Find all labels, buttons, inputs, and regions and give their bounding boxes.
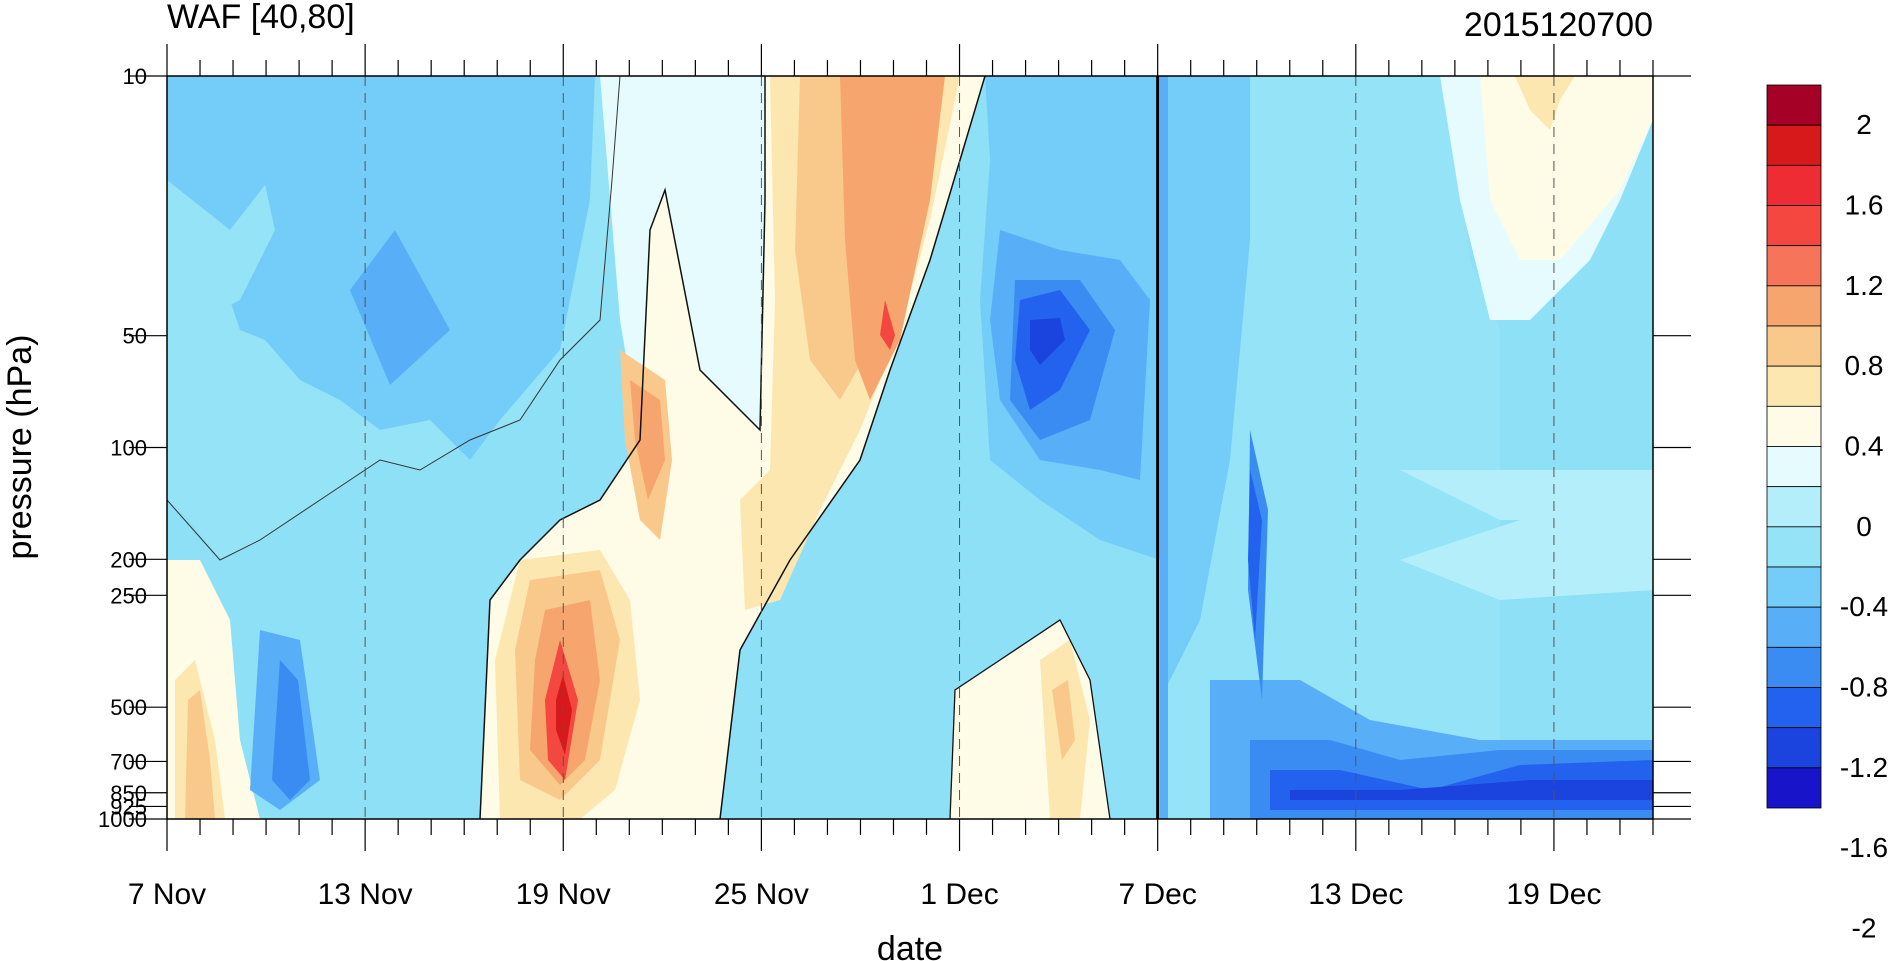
colorbar-label: 1.6 bbox=[1845, 190, 1884, 221]
colorbar-swatch bbox=[1766, 245, 1822, 287]
colorbar-swatch bbox=[1766, 285, 1822, 327]
y-tick-label: 10 bbox=[123, 64, 147, 89]
y-tick-label: 500 bbox=[110, 695, 147, 720]
chart-title-right: 2015120700 bbox=[1464, 6, 1653, 44]
colorbar-label: -1.2 bbox=[1840, 752, 1888, 783]
y-axis-label: pressure (hPa) bbox=[1, 335, 39, 560]
colorbar-swatch bbox=[1766, 164, 1822, 206]
x-tick-label: 25 Nov bbox=[714, 878, 809, 911]
colorbar-swatch bbox=[1766, 727, 1822, 769]
colorbar-swatch bbox=[1766, 687, 1822, 729]
y-tick-label: 50 bbox=[123, 324, 147, 349]
x-axis-label: date bbox=[877, 930, 943, 961]
colorbar-label: 1.2 bbox=[1845, 270, 1884, 301]
colorbar-swatch bbox=[1766, 124, 1822, 166]
colorbar-swatch bbox=[1766, 566, 1822, 608]
colorbar-label: -1.6 bbox=[1840, 832, 1888, 863]
colorbar-label: -2 bbox=[1852, 913, 1877, 944]
colorbar-swatch bbox=[1766, 205, 1822, 247]
colorbar-label: 0 bbox=[1856, 511, 1872, 542]
y-tick-label: 925 bbox=[110, 794, 147, 819]
colorbar-label: -0.8 bbox=[1840, 672, 1888, 703]
colorbar-label: 0.4 bbox=[1845, 431, 1884, 462]
x-axis: 7 Nov 13 Nov 19 Nov 25 Nov 1 Dec 7 Dec 13 Dec 1… bbox=[128, 44, 1654, 911]
colorbar-swatch bbox=[1766, 767, 1822, 809]
chart-title-left: WAF [40,80] bbox=[167, 0, 355, 36]
colorbar-swatch bbox=[1766, 405, 1822, 447]
colorbar-label: -0.4 bbox=[1840, 591, 1888, 622]
y-tick-label: 1000 bbox=[98, 807, 147, 832]
colorbar-swatch bbox=[1766, 84, 1822, 126]
y-tick-label: 850 bbox=[110, 781, 147, 806]
colorbar-swatch bbox=[1766, 325, 1822, 367]
x-tick-label: 13 Dec bbox=[1308, 878, 1403, 911]
colorbar-swatch bbox=[1766, 365, 1822, 407]
colorbar-label: 2 bbox=[1856, 109, 1872, 140]
x-tick-label: 19 Dec bbox=[1506, 878, 1601, 911]
colorbar-swatch bbox=[1766, 526, 1822, 568]
x-tick-label: 1 Dec bbox=[920, 878, 998, 911]
colorbar-swatch bbox=[1766, 606, 1822, 648]
colorbar: 2 1.6 1.2 0.8 0.4 0 -0.4 -0.8 -1.2 -1.6 -2 bbox=[1766, 84, 1888, 944]
x-tick-label: 19 Nov bbox=[516, 878, 611, 911]
y-tick-label: 200 bbox=[110, 547, 147, 572]
contour-field bbox=[167, 76, 1653, 819]
x-tick-label: 13 Nov bbox=[318, 878, 413, 911]
colorbar-swatch bbox=[1766, 646, 1822, 688]
x-tick-label: 7 Dec bbox=[1118, 878, 1196, 911]
colorbar-label: 0.8 bbox=[1845, 350, 1884, 381]
y-tick-label: 250 bbox=[110, 583, 147, 608]
x-tick-label: 7 Nov bbox=[128, 878, 206, 911]
colorbar-swatch bbox=[1766, 486, 1822, 528]
colorbar-swatch bbox=[1766, 446, 1822, 488]
y-tick-label: 700 bbox=[110, 749, 147, 774]
y-tick-label: 100 bbox=[110, 436, 147, 461]
